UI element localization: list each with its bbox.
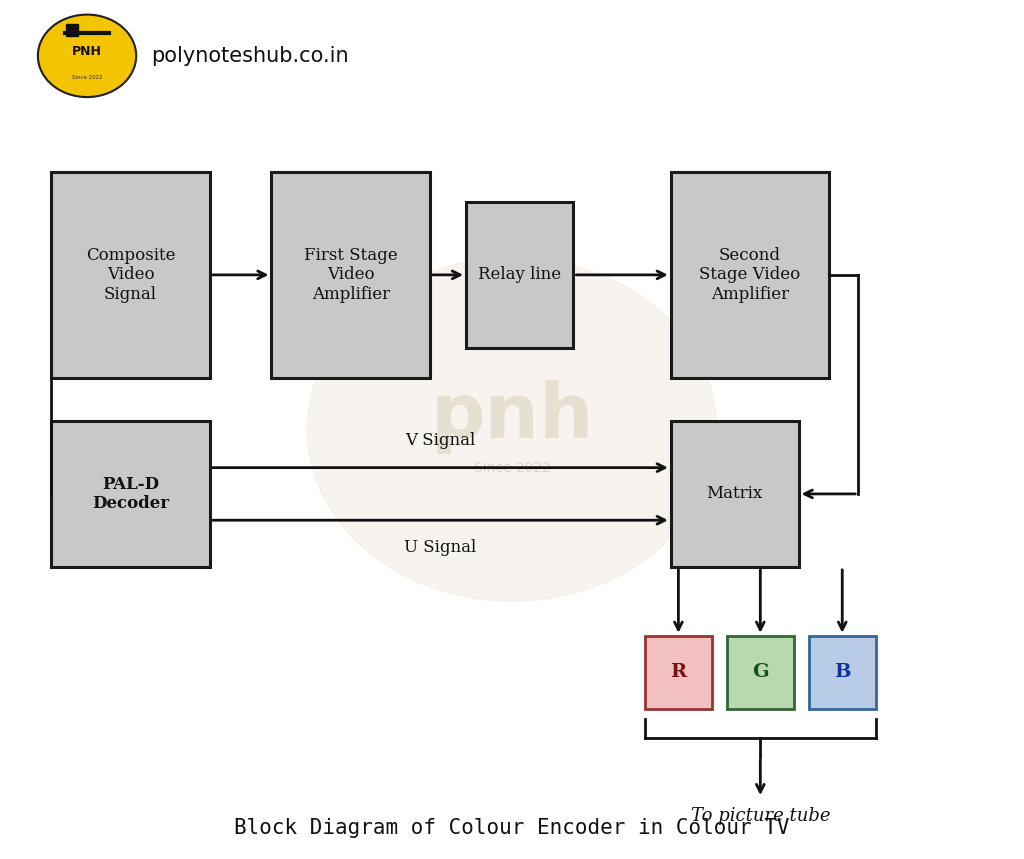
FancyBboxPatch shape (809, 636, 876, 709)
Text: Second
Stage Video
Amplifier: Second Stage Video Amplifier (699, 247, 801, 303)
FancyBboxPatch shape (466, 202, 573, 348)
FancyBboxPatch shape (51, 172, 210, 378)
Text: Since 2022: Since 2022 (473, 461, 551, 475)
Text: Composite
Video
Signal: Composite Video Signal (86, 247, 175, 303)
FancyBboxPatch shape (645, 636, 712, 709)
FancyBboxPatch shape (727, 636, 794, 709)
Text: First Stage
Video
Amplifier: First Stage Video Amplifier (304, 247, 397, 303)
Text: V Signal: V Signal (406, 432, 475, 448)
FancyBboxPatch shape (671, 172, 829, 378)
Text: B: B (834, 663, 851, 681)
Text: pnh: pnh (430, 380, 594, 454)
Text: Relay line: Relay line (478, 266, 561, 283)
Text: U Signal: U Signal (404, 539, 476, 556)
Text: R: R (671, 663, 686, 681)
FancyBboxPatch shape (671, 421, 799, 567)
Circle shape (307, 258, 717, 601)
Text: G: G (752, 663, 769, 681)
Text: Matrix: Matrix (707, 485, 763, 503)
FancyBboxPatch shape (271, 172, 430, 378)
Text: PNH: PNH (72, 45, 102, 58)
Text: polynoteshub.co.in: polynoteshub.co.in (152, 46, 349, 66)
FancyBboxPatch shape (51, 421, 210, 567)
Text: To picture tube: To picture tube (690, 807, 830, 825)
Text: Since 2022: Since 2022 (72, 75, 102, 80)
Text: Block Diagram of Colour Encoder in Colour TV: Block Diagram of Colour Encoder in Colou… (234, 818, 790, 838)
Text: PAL-D
Decoder: PAL-D Decoder (92, 476, 169, 512)
Circle shape (38, 15, 136, 97)
